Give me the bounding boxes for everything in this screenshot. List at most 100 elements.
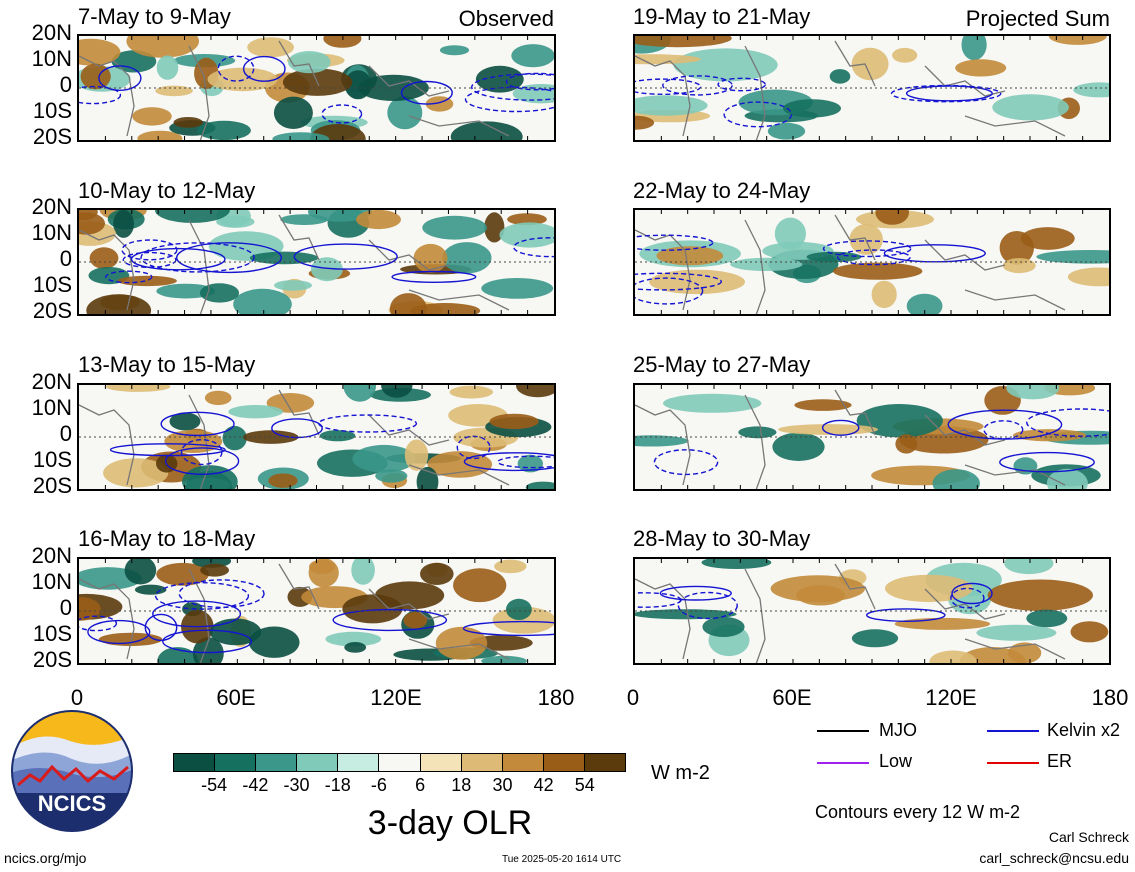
lat-label-r4-2: 0 xyxy=(59,595,72,620)
olr-anomaly-shading xyxy=(86,294,152,314)
olr-anomaly-shading xyxy=(249,251,319,265)
olr-anomaly-shading xyxy=(222,425,247,451)
olr-anomaly-shading xyxy=(156,55,179,80)
olr-anomaly-shading xyxy=(449,385,493,399)
olr-anomaly-shading xyxy=(103,458,169,488)
olr-anomaly-shading xyxy=(169,412,201,431)
kelvin-contour xyxy=(497,455,554,469)
kelvin-contour xyxy=(154,582,250,610)
olr-anomaly-shading xyxy=(516,385,554,398)
panel-title-proj-1: 19-May to 21-May xyxy=(633,4,811,29)
olr-anomaly-shading xyxy=(851,629,899,648)
panel-title-obs-2: 10-May to 12-May xyxy=(78,178,256,203)
colorbar-title: 3-day OLR xyxy=(367,804,533,842)
lat-label-r3-4: 20S xyxy=(32,473,72,498)
olr-anomaly-shading xyxy=(932,469,980,489)
coastline xyxy=(278,389,320,436)
olr-anomaly-shading xyxy=(274,280,312,291)
olr-anomaly-shading xyxy=(204,390,232,406)
lon-label-left-0: 0 xyxy=(70,685,84,710)
site-link[interactable]: ncics.org/mjo xyxy=(4,850,87,866)
olr-anomaly-shading xyxy=(892,47,918,63)
ncics-logo: NCICS xyxy=(10,709,134,833)
lat-label-r3-1: 10N xyxy=(31,395,72,420)
contour-note: Contours every 12 W m-2 xyxy=(815,802,1021,822)
olr-anomaly-shading xyxy=(494,559,527,574)
coastline xyxy=(964,464,1066,486)
olr-anomaly-shading xyxy=(268,473,298,488)
olr-anomaly-shading xyxy=(955,59,1007,77)
kelvin-contour xyxy=(391,270,477,284)
olr-anomaly-shading xyxy=(770,575,865,602)
olr-anomaly-shading xyxy=(207,67,278,92)
lat-label-r2-0: 20N xyxy=(31,194,72,219)
kelvin-contour xyxy=(1026,408,1109,437)
lat-label-r4-0: 20N xyxy=(31,543,72,568)
olr-anomaly-shading xyxy=(453,568,507,603)
kelvin-contour xyxy=(293,243,398,270)
map-panel-proj-4 xyxy=(633,557,1111,665)
lon-label-right-180: 180 xyxy=(1091,685,1129,710)
coastline xyxy=(924,588,1006,620)
logo-text: NCICS xyxy=(38,791,106,816)
lat-label-r4-3: 10S xyxy=(32,621,72,646)
kelvin-contour xyxy=(947,409,1063,440)
olr-anomaly-shading xyxy=(701,559,772,569)
coastline xyxy=(964,115,1066,137)
lon-label-right-0: 0 xyxy=(626,685,640,710)
olr-anomaly-shading xyxy=(319,430,356,442)
kelvin-contour xyxy=(662,75,733,96)
olr-anomaly-shading xyxy=(173,117,203,128)
colorbar-swatch xyxy=(255,754,297,771)
olr-anomaly-shading xyxy=(126,36,199,58)
colorbar-swatch xyxy=(378,754,420,771)
olr-anomaly-shading xyxy=(410,303,481,314)
olr-anomaly-shading xyxy=(987,579,1093,611)
coastline xyxy=(834,214,876,261)
colorbar-tick-label: -18 xyxy=(324,775,351,795)
colorbar-swatch xyxy=(337,754,379,771)
map-panel-proj-1 xyxy=(633,34,1111,142)
olr-anomaly-shading xyxy=(79,597,101,621)
olr-anomaly-shading xyxy=(124,559,157,585)
olr-anomaly-shading xyxy=(344,642,367,653)
olr-anomaly-shading xyxy=(961,36,987,61)
olr-anomaly-shading xyxy=(403,611,428,629)
olr-anomaly-shading xyxy=(450,121,523,140)
olr-anomaly-shading xyxy=(381,385,413,398)
kelvin-contour xyxy=(217,55,255,82)
olr-anomaly-shading xyxy=(1026,609,1068,628)
olr-anomaly-shading xyxy=(1008,642,1042,663)
kelvin-contour xyxy=(79,85,122,105)
olr-anomaly-shading xyxy=(216,215,255,228)
legend-label-low: Low xyxy=(879,751,913,771)
olr-anomaly-shading xyxy=(272,132,330,140)
kelvin-contour xyxy=(821,419,860,436)
olr-anomaly-shading xyxy=(387,96,423,130)
olr-anomaly-shading xyxy=(885,574,973,603)
olr-anomaly-shading xyxy=(342,594,403,624)
olr-anomaly-shading xyxy=(635,115,655,130)
map-panel-obs-2 xyxy=(77,208,556,316)
olr-anomaly-shading xyxy=(273,96,313,129)
kelvin-contour xyxy=(98,65,142,91)
kelvin-contour xyxy=(242,55,286,82)
lat-label-r1-0: 20N xyxy=(31,20,72,45)
kelvin-contour xyxy=(122,251,177,269)
coastline xyxy=(834,40,876,87)
observed-label: Observed xyxy=(458,6,554,31)
olr-anomaly-shading xyxy=(1004,559,1054,575)
colorbar-swatch xyxy=(583,754,626,771)
olr-anomaly-shading xyxy=(248,626,300,658)
olr-anomaly-shading xyxy=(420,562,454,585)
panel-title-proj-3: 25-May to 27-May xyxy=(633,352,811,377)
colorbar-tick-label: 30 xyxy=(492,775,513,795)
olr-anomaly-shading xyxy=(352,444,416,473)
olr-anomaly-shading xyxy=(1020,227,1075,250)
coastline xyxy=(368,414,450,446)
author-email[interactable]: carl_schreck@ncsu.edu xyxy=(979,850,1129,866)
coastline xyxy=(744,568,766,663)
colorbar-swatch xyxy=(460,754,502,771)
olr-anomaly-shading xyxy=(413,243,448,273)
olr-anomaly-shading xyxy=(185,471,233,489)
